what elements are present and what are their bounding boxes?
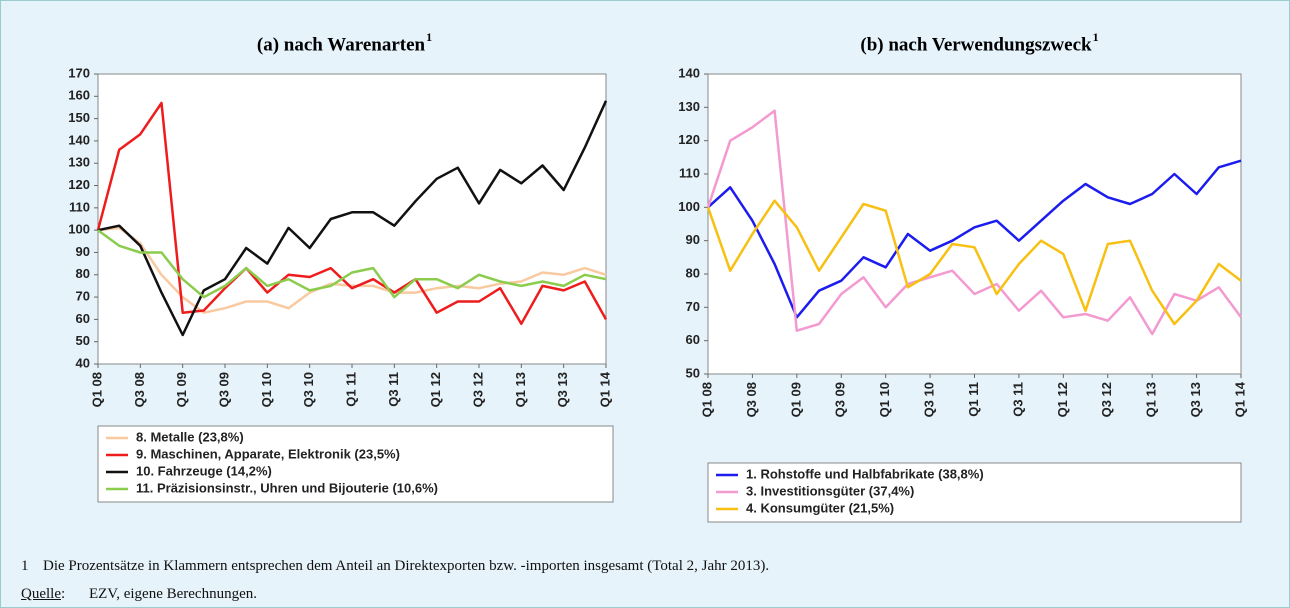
x-tick-label: Q1 10 [259,372,274,407]
y-tick-label: 40 [76,355,90,370]
x-tick-label: Q1 12 [428,372,443,407]
y-tick-label: 100 [68,222,90,237]
chart-title: (b) nach Verwendungszweck [860,34,1092,55]
x-tick-label: Q1 13 [1144,382,1159,417]
x-tick-label: Q3 10 [922,382,937,417]
y-tick-label: 70 [686,299,700,314]
x-tick-label: Q1 08 [699,382,714,417]
x-tick-label: Q1 08 [89,372,104,407]
source-label: Quelle [21,586,61,602]
x-tick-label: Q1 14 [597,371,612,407]
title-superscript: 1 [426,30,432,44]
legend-box [97,425,614,503]
chart-title: (a) nach Warenarten [257,34,426,55]
x-tick-label: Q3 10 [301,372,316,407]
y-tick-label: 60 [76,311,90,326]
legend-label: 10. Fahrzeuge (14,2%) [136,463,272,478]
x-tick-label: Q3 13 [1188,382,1203,417]
x-tick-label: Q3 12 [470,372,485,407]
footnote-number: 1 [21,558,29,574]
x-tick-label: Q1 09 [788,382,803,417]
x-tick-label: Q3 09 [216,372,231,407]
x-tick-label: Q3 11 [386,372,401,407]
x-tick-label: Q1 12 [1055,382,1070,417]
x-tick-label: Q3 13 [555,372,570,407]
y-tick-label: 110 [69,199,90,214]
x-tick-label: Q1 11 [343,372,358,407]
series-line [706,199,1242,326]
y-tick-label: 90 [76,244,90,259]
legend-label: 8. Metalle (23,8%) [136,429,244,444]
series-line [97,229,607,299]
x-tick-label: Q1 09 [174,372,189,407]
y-tick-label: 90 [686,232,700,247]
series-line [96,101,608,326]
y-tick-label: 70 [76,289,90,304]
y-tick-label: 50 [686,365,700,380]
source: Quelle: EZV, eigene Berechnungen. [21,586,257,603]
x-tick-label: Q1 13 [513,372,528,407]
y-tick-label: 80 [686,265,700,280]
series-line [97,226,607,314]
y-tick-label: 50 [76,333,90,348]
series-line [707,159,1242,319]
x-tick-label: Q1 11 [966,382,981,417]
y-tick-label: 110 [679,165,700,180]
legend-label: 4. Konsumgüter (21,5%) [746,500,894,515]
series-line [97,100,608,337]
y-tick-label: 120 [68,177,90,192]
y-tick-label: 170 [68,65,90,80]
footnote-text: Die Prozentsätze in Klammern entsprechen… [43,558,770,574]
y-tick-label: 130 [678,99,700,114]
y-tick-label: 120 [678,132,700,147]
title-superscript: 1 [1093,30,1099,44]
x-tick-label: Q3 09 [833,382,848,417]
x-tick-label: Q3 11 [1010,382,1025,417]
x-tick-label: Q3 08 [744,382,759,417]
y-tick-label: 160 [68,88,90,103]
legend-box [707,462,1242,523]
x-tick-label: Q3 08 [132,372,147,407]
y-tick-label: 100 [678,199,700,214]
x-tick-label: Q1 14 [1232,381,1247,417]
plot-area [97,73,607,365]
y-tick-label: 80 [76,266,90,281]
footnote: 1 Die Prozentsätze in Klammern entspreche… [21,558,769,575]
plot-area [707,73,1242,375]
x-tick-label: Q1 10 [877,382,892,417]
y-tick-label: 140 [678,65,700,80]
y-tick-label: 140 [68,132,90,147]
source-text: EZV, eigene Berechnungen. [88,586,257,602]
legend-label: 3. Investitionsgüter (37,4%) [746,483,914,498]
y-tick-label: 130 [68,155,90,170]
series-line [706,109,1243,336]
legend-label: 9. Maschinen, Apparate, Elektronik (23,5… [136,446,400,461]
source-colon: : [60,586,66,602]
y-tick-label: 150 [68,110,90,125]
legend-label: 1. Rohstoffe und Halbfabrikate (38,8%) [746,466,984,481]
legend-label: 11. Präzisionsinstr., Uhren und Bijouter… [136,480,438,495]
x-tick-label: Q3 12 [1099,382,1114,417]
y-tick-label: 60 [686,332,700,347]
